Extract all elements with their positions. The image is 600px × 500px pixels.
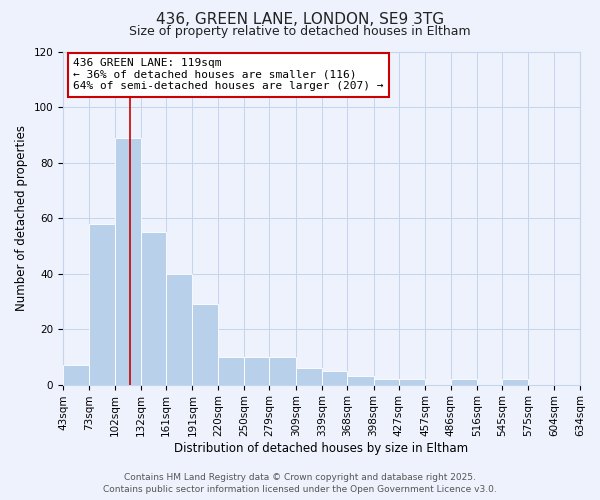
Bar — [141, 232, 166, 384]
Bar — [218, 357, 244, 384]
Bar — [63, 365, 89, 384]
Bar — [269, 357, 296, 384]
Bar — [322, 370, 347, 384]
Text: 436 GREEN LANE: 119sqm
← 36% of detached houses are smaller (116)
64% of semi-de: 436 GREEN LANE: 119sqm ← 36% of detached… — [73, 58, 384, 92]
Bar — [296, 368, 322, 384]
Bar — [347, 376, 374, 384]
Bar — [115, 138, 141, 384]
Bar — [399, 379, 425, 384]
Bar — [451, 379, 477, 384]
Bar — [502, 379, 529, 384]
Bar — [374, 379, 399, 384]
Text: Size of property relative to detached houses in Eltham: Size of property relative to detached ho… — [129, 25, 471, 38]
Bar — [166, 274, 193, 384]
Bar — [193, 304, 218, 384]
Bar — [244, 357, 269, 384]
Y-axis label: Number of detached properties: Number of detached properties — [15, 125, 28, 311]
X-axis label: Distribution of detached houses by size in Eltham: Distribution of detached houses by size … — [175, 442, 469, 455]
Text: Contains HM Land Registry data © Crown copyright and database right 2025.
Contai: Contains HM Land Registry data © Crown c… — [103, 472, 497, 494]
Bar — [89, 224, 115, 384]
Text: 436, GREEN LANE, LONDON, SE9 3TG: 436, GREEN LANE, LONDON, SE9 3TG — [156, 12, 444, 28]
